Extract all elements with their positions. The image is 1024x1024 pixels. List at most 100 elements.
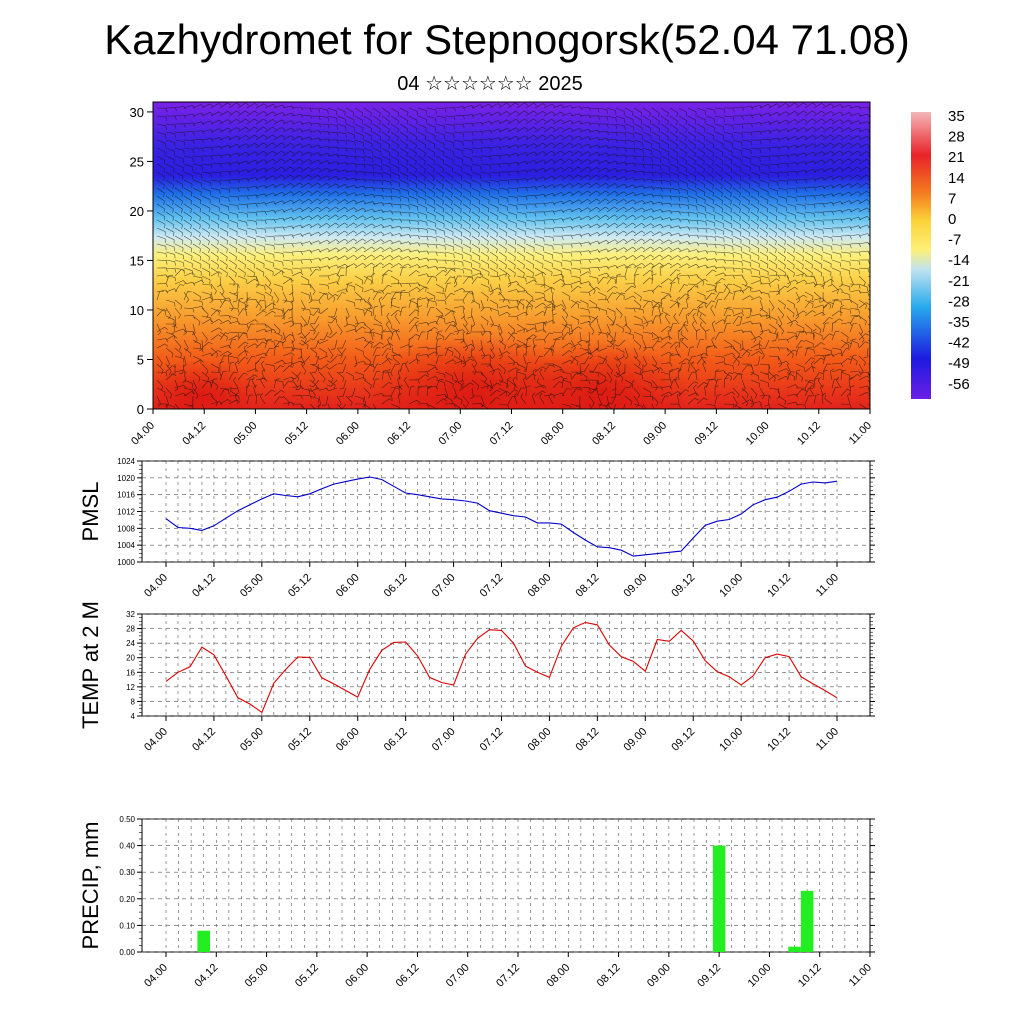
x-tick-label: 06.00 [334, 572, 362, 600]
x-tick-label: 07.12 [494, 962, 522, 990]
height-axis: 0 5 10 15 20 25 30 [130, 105, 153, 417]
color-bar-label: 0 [948, 211, 956, 228]
precip-panel: 0.00 0.10 0.20 0.30 0.40 0.50 04.00 04.12 05.00 0… [78, 815, 875, 990]
time-tick-label: 05.00 [232, 420, 260, 448]
x-tick-label: 08.12 [574, 572, 602, 600]
x-tick-label: 08.00 [526, 572, 554, 600]
y-axis-title: PMSL [78, 482, 103, 542]
color-bar-label: 28 [948, 129, 965, 146]
time-tick-label: 11.00 [847, 420, 874, 447]
x-tick-label: 07.12 [478, 726, 506, 754]
color-bar-label: 14 [948, 170, 965, 187]
y-tick-label: 20 [126, 654, 135, 663]
x-tick-label: 06.12 [382, 726, 410, 754]
x-tick-label: 06.00 [343, 962, 371, 990]
time-tick-label: 08.00 [539, 420, 567, 448]
time-tick-label: 10.00 [744, 420, 772, 448]
x-tick-label: 07.00 [430, 572, 458, 600]
x-tick-label: 10.12 [765, 572, 793, 600]
color-bar-label: -7 [948, 232, 961, 249]
temperature-cross-section: 0 5 10 15 20 25 30 04.00 04.12 05.00 05.12 06.00 06… [129, 101, 874, 448]
y-tick-label: 0.40 [119, 842, 135, 851]
x-tick-label: 05.12 [286, 572, 314, 600]
y-tick-label: 8 [131, 697, 136, 706]
height-tick-label: 20 [130, 204, 144, 219]
time-tick-label: 04.12 [180, 420, 208, 448]
color-bar: 35 28 21 14 7 0 -7 -14 -21 -28 -35 -42 -49 -56 [911, 108, 970, 399]
y-tick-label: 0.10 [119, 921, 135, 930]
series-line [165, 621, 838, 714]
x-tick-label: 09.12 [669, 726, 697, 754]
color-bar-label: -21 [948, 273, 970, 290]
x-tick-label: 08.00 [544, 962, 572, 990]
x-tick-label: 09.00 [621, 726, 649, 754]
x-tick-label: 10.00 [746, 962, 774, 990]
y-tick-label: 1008 [117, 524, 135, 533]
x-tick-label: 04.12 [190, 572, 218, 600]
y-tick-label: 0.20 [119, 895, 135, 904]
x-tick-label: 05.12 [293, 962, 321, 990]
y-axis-title: TEMP at 2 M [78, 601, 103, 729]
warm-core-3 [153, 360, 260, 409]
x-tick-label: 06.12 [394, 962, 422, 990]
x-tick-label: 04.12 [192, 962, 220, 990]
y-tick-label: 0.00 [119, 948, 135, 957]
color-bar-label: -42 [948, 335, 970, 352]
x-tick-label: 07.00 [430, 726, 458, 754]
x-tick-label: 10.12 [796, 962, 824, 990]
x-tick-label: 04.00 [142, 572, 170, 600]
x-tick-label: 09.00 [621, 572, 649, 600]
wind-barbs [156, 102, 870, 409]
precip-bar [788, 946, 801, 952]
x-tick-label: 11.00 [847, 962, 874, 989]
x-tick-label: 05.00 [238, 726, 266, 754]
x-tick-label: 07.12 [478, 572, 506, 600]
time-tick-label: 10.12 [795, 420, 823, 448]
x-tick-label: 08.00 [526, 726, 554, 754]
x-tick-label: 11.00 [814, 572, 841, 599]
color-bar-labels: 35 28 21 14 7 0 -7 -14 -21 -28 -35 -42 -49 -56 [948, 108, 970, 393]
color-bar-label: -56 [948, 376, 970, 393]
temp2m-panel: 4 8 12 16 20 24 28 32 04.00 04.12 05.00 05.12 06.00 0… [78, 601, 875, 754]
time-tick-label: 05.12 [283, 420, 311, 448]
x-tick-label: 11.00 [814, 726, 841, 753]
height-tick-label: 25 [130, 154, 144, 169]
x-tick-label: 09.12 [695, 962, 723, 990]
y-tick-label: 4 [131, 712, 136, 721]
color-bar-label: -14 [948, 252, 970, 269]
pmsl-panel: 1000 1004 1008 1012 1016 1020 1024 04.00 04.12 05… [78, 457, 875, 600]
time-tick-label: 06.00 [334, 420, 362, 448]
x-tick-label: 06.00 [334, 726, 362, 754]
precip-bar [712, 845, 726, 952]
time-tick-label: 07.00 [436, 420, 464, 448]
x-tick-label: 07.00 [444, 962, 472, 990]
barb-lines [156, 102, 870, 409]
time-tick-label: 09.12 [693, 420, 721, 448]
height-tick-label: 0 [137, 402, 144, 417]
x-tick-label: 10.00 [717, 572, 745, 600]
color-bar-label: -28 [948, 293, 970, 310]
x-tick-label: 10.00 [717, 726, 745, 754]
x-tick-label: 04.00 [142, 962, 170, 990]
chart-subtitle: 04 ☆☆☆☆☆☆ 2025 [397, 73, 583, 95]
x-tick-label: 05.00 [238, 572, 266, 600]
color-bar-gradient [911, 112, 931, 399]
y-tick-label: 1020 [117, 474, 135, 483]
y-tick-label: 1004 [117, 541, 135, 550]
y-tick-label: 28 [126, 625, 135, 634]
y-tick-label: 1024 [117, 457, 135, 466]
y-tick-label: 1000 [117, 558, 135, 567]
x-tick-label: 04.00 [142, 726, 170, 754]
y-tick-label: 24 [126, 639, 135, 648]
color-bar-label: -35 [948, 314, 970, 331]
height-tick-label: 30 [130, 105, 144, 120]
color-bar-label: 21 [948, 149, 965, 166]
y-tick-label: 1012 [117, 508, 135, 517]
x-tick-label: 05.12 [286, 726, 314, 754]
y-tick-label: 0.30 [119, 868, 135, 877]
chart-title: Kazhydromet for Stepnogorsk(52.04 71.08) [104, 16, 910, 63]
height-tick-label: 5 [137, 352, 144, 367]
height-tick-label: 10 [130, 303, 144, 318]
x-tick-label: 04.12 [190, 726, 218, 754]
